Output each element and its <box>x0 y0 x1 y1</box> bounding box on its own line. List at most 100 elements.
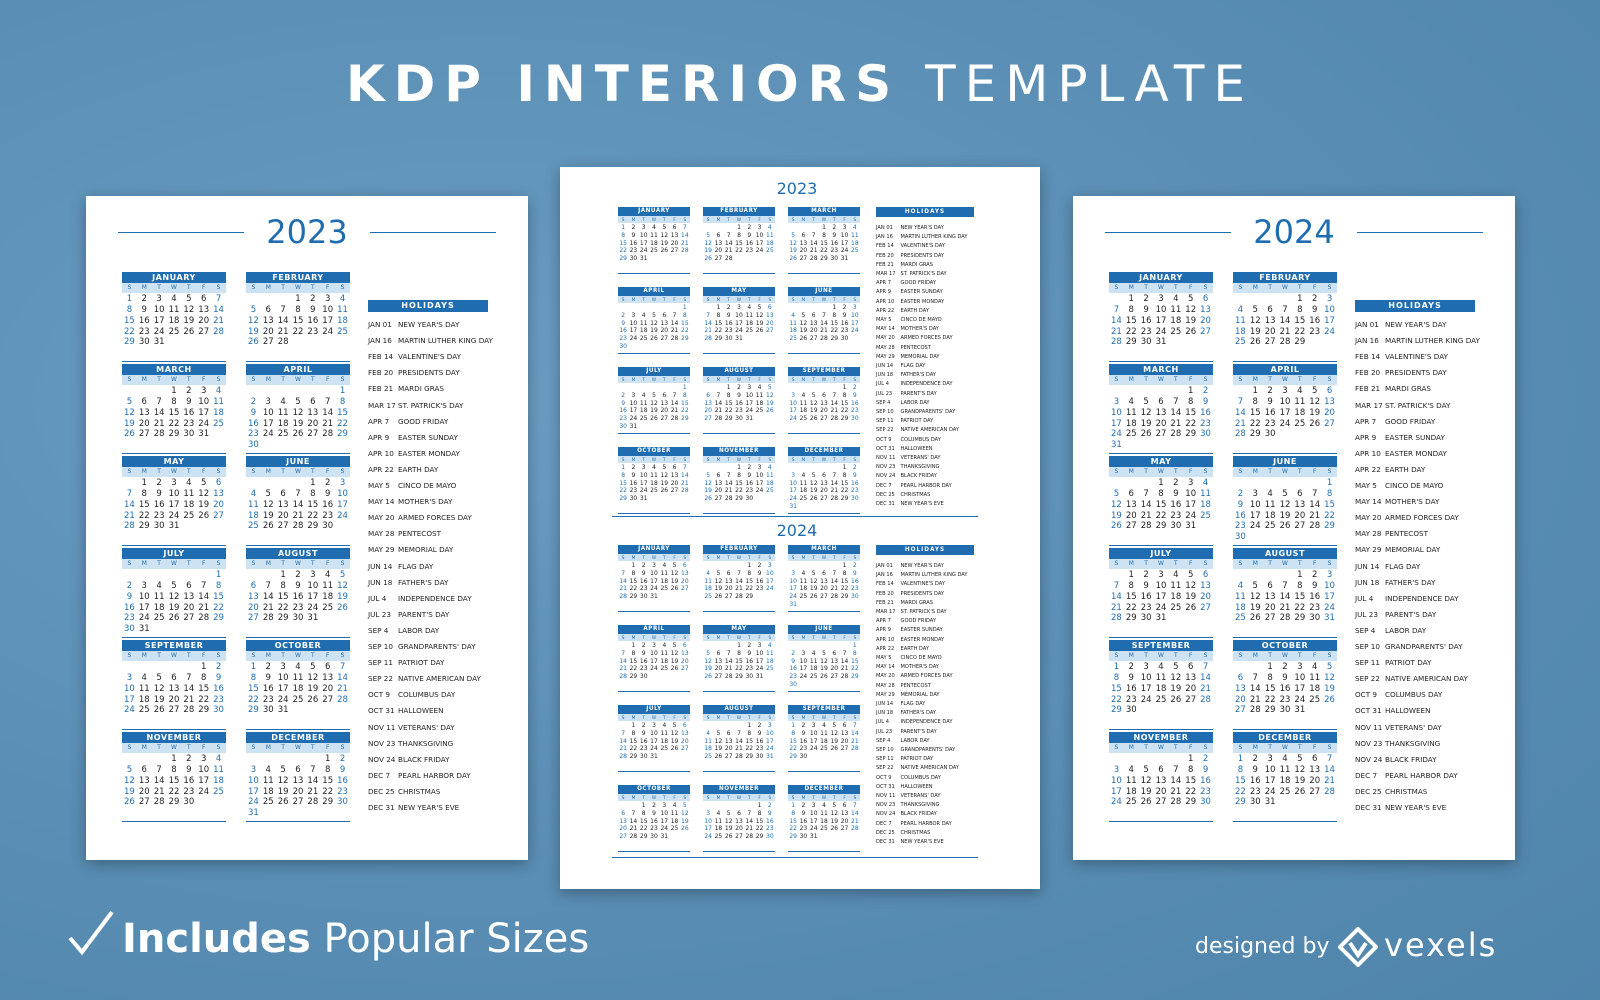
day: 18 <box>704 745 712 753</box>
day: 15 <box>755 817 764 825</box>
day: 27 <box>1294 521 1306 532</box>
day: 26 <box>670 585 679 593</box>
day: 27 <box>1264 337 1276 348</box>
day: 21 <box>1279 602 1291 613</box>
day: 19 <box>704 665 712 673</box>
day: 12 <box>292 407 304 418</box>
day: 20 <box>322 683 334 694</box>
day: 29 <box>789 833 797 841</box>
month-header: NOVEMBER <box>122 732 226 743</box>
day: 17 <box>650 577 658 585</box>
day: 30 <box>337 797 348 808</box>
day: 21 <box>1309 510 1321 521</box>
day: 31 <box>745 415 754 423</box>
day: 21 <box>619 585 627 593</box>
holiday-date: MAY 20 <box>876 673 895 680</box>
day: 26 <box>704 255 712 263</box>
day: 5 <box>662 464 667 472</box>
day: 1 <box>1187 754 1194 765</box>
day: 7 <box>737 730 741 737</box>
weekday: T <box>833 555 836 560</box>
holiday-date: NOV 24 <box>876 473 896 480</box>
day: 7 <box>682 224 687 232</box>
day: 13 <box>213 489 224 500</box>
day: 30 <box>153 521 165 532</box>
weekday: S <box>1238 560 1243 567</box>
page-2023: 2023 JANUARY S M T W T F S 1 2 3 4 5 6 7 8 9 10 11 12 13 14 15 1… <box>86 196 528 860</box>
weekday: M <box>801 297 806 302</box>
day: 5 <box>652 312 656 319</box>
weekday: S <box>251 652 256 659</box>
weekday: T <box>311 744 315 751</box>
day: 6 <box>832 650 837 657</box>
day: 29 <box>1235 797 1246 808</box>
day: 5 <box>811 570 816 577</box>
weekday: S <box>251 284 256 291</box>
holiday-name: VALENTINE'S DAY <box>1385 352 1448 362</box>
day: 23 <box>735 407 743 415</box>
day: 11 <box>138 683 150 694</box>
day: 12 <box>337 581 348 592</box>
day: 10 <box>248 775 259 786</box>
day: 4 <box>662 642 667 650</box>
day: 12 <box>799 319 808 327</box>
day: 5 <box>1326 662 1333 673</box>
day: 11 <box>820 730 828 737</box>
day: 23 <box>745 247 754 255</box>
day: 12 <box>198 489 210 500</box>
day: 2 <box>801 722 806 730</box>
month-rule <box>788 690 860 692</box>
day: 20 <box>820 407 828 415</box>
weekday: T <box>187 468 191 475</box>
holiday-date: JUN 14 <box>368 561 393 571</box>
holiday-name: CINCO DE MAYO <box>398 481 457 490</box>
day: 20 <box>138 786 150 797</box>
day: 18 <box>1170 591 1182 602</box>
day: 27 <box>820 593 828 601</box>
day: 27 <box>292 797 304 808</box>
title-rule <box>1105 232 1231 233</box>
day: 10 <box>1155 305 1167 316</box>
day: 2 <box>1202 386 1209 397</box>
day: 19 <box>830 817 839 825</box>
day: 2 <box>747 224 752 232</box>
day: 9 <box>852 472 857 479</box>
day: 6 <box>716 232 721 239</box>
weekday: S <box>1203 376 1208 383</box>
month-header: FEBRUARY <box>246 272 350 283</box>
weekday: M <box>631 217 636 222</box>
weekday-row <box>618 794 690 802</box>
day: 27 <box>277 521 289 532</box>
day: 7 <box>265 581 271 592</box>
day: 3 <box>801 650 806 657</box>
day: 15 <box>840 479 849 487</box>
day: 14 <box>809 239 818 247</box>
day: 30 <box>322 521 334 532</box>
day: 8 <box>171 765 177 776</box>
weekday: W <box>651 217 657 222</box>
day: 28 <box>1170 797 1182 808</box>
day: 22 <box>168 786 180 797</box>
day: 10 <box>809 810 818 817</box>
day: 8 <box>631 730 636 737</box>
weekday: F <box>673 217 676 222</box>
day: 13 <box>820 399 828 407</box>
month-rule <box>246 453 350 455</box>
weekday: W <box>821 377 827 382</box>
holiday-name: ST. PATRICK'S DAY <box>1385 400 1451 410</box>
holiday-date: MAY 5 <box>1355 481 1377 490</box>
day: 1 <box>1297 570 1303 581</box>
holiday-date: FEB 21 <box>876 599 894 606</box>
day: 17 <box>1279 407 1291 418</box>
holiday-date: MAR 17 <box>1355 400 1383 410</box>
weekday: W <box>295 284 301 291</box>
weekday: M <box>265 376 271 383</box>
day: 25 <box>851 247 859 255</box>
weekday: S <box>853 457 857 462</box>
day: 27 <box>1155 797 1167 808</box>
day: 26 <box>1324 694 1335 705</box>
holiday-name: COLUMBUS DAY <box>900 436 941 443</box>
holiday-date: APR 22 <box>1355 464 1381 474</box>
holiday-name: GOOD FRIDAY <box>398 416 449 426</box>
day: 18 <box>660 577 669 585</box>
